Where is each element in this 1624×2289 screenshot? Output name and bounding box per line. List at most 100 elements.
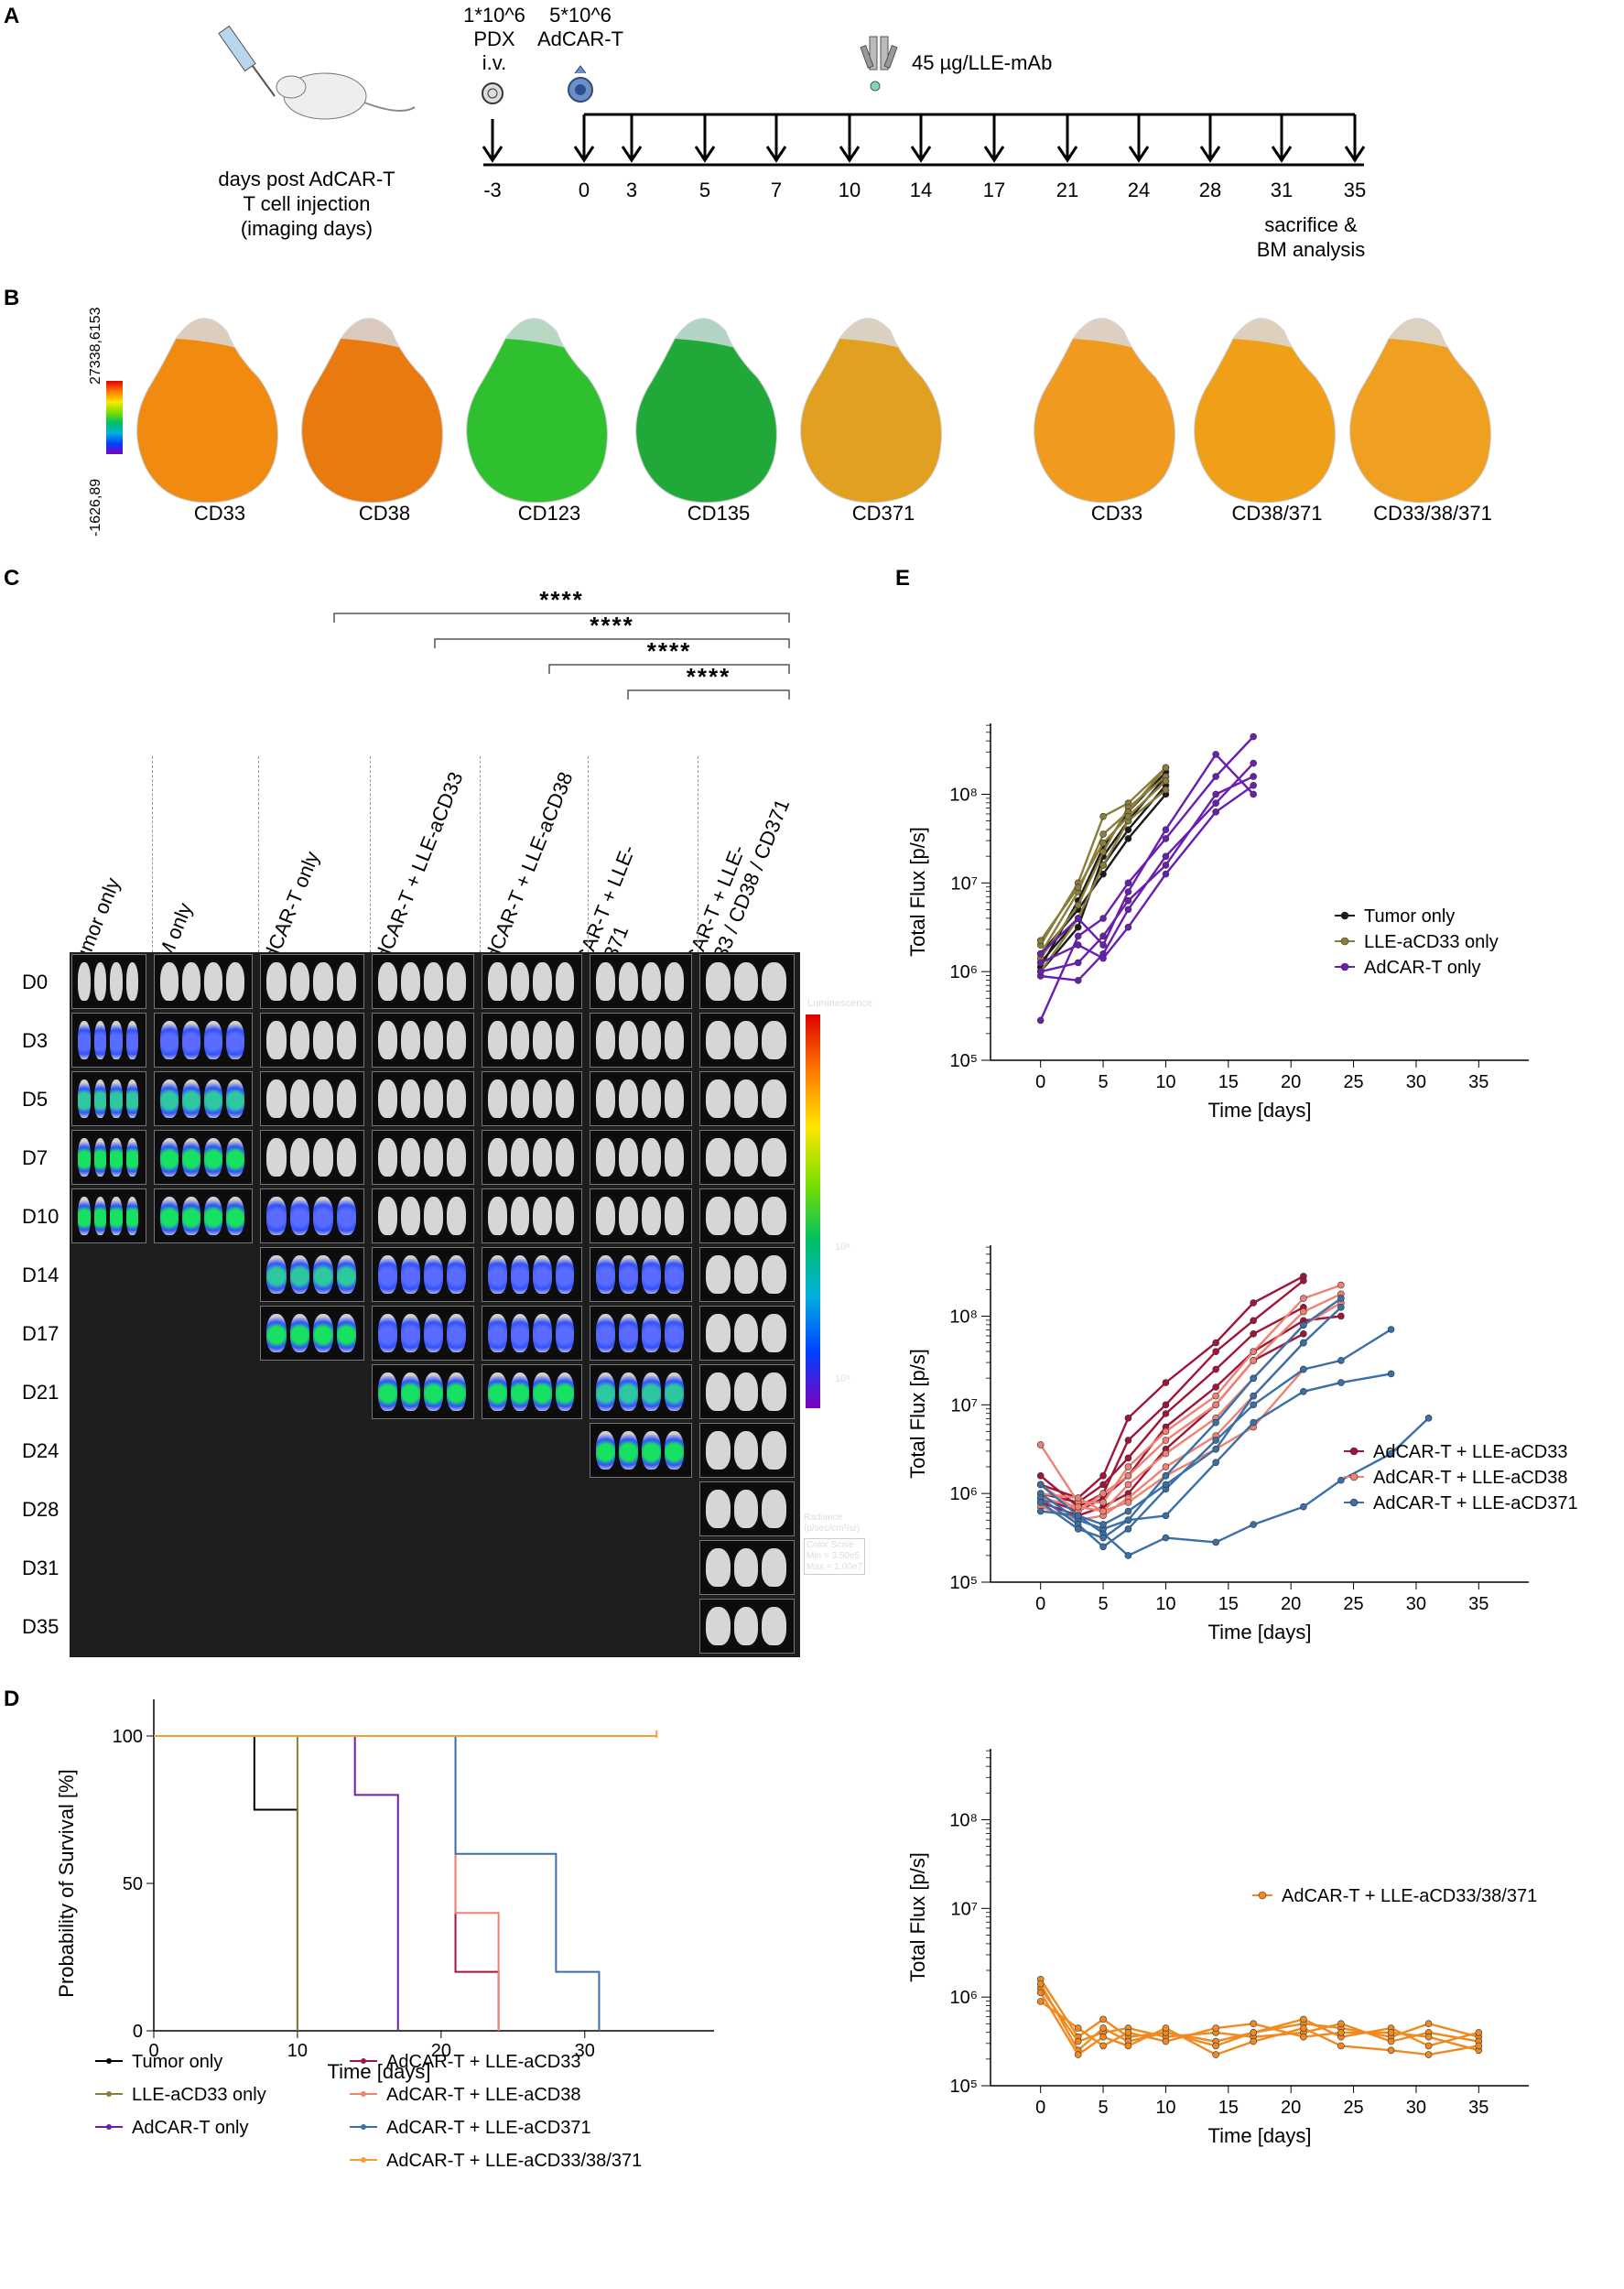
x-tick-label: 0	[1035, 2098, 1045, 2118]
panel-label-e: E	[895, 566, 911, 591]
flux-point	[1099, 1507, 1107, 1515]
arrow-head	[983, 146, 1005, 163]
survival-curve	[154, 1735, 601, 2031]
flux-point	[1124, 1415, 1132, 1422]
flux-point	[1124, 1525, 1132, 1533]
flux-point	[1124, 896, 1132, 905]
mouse-image	[313, 1021, 333, 1059]
mouse-image	[533, 1314, 552, 1352]
mouse-image	[336, 1197, 356, 1235]
timeline-day-label: 5	[699, 179, 710, 201]
legend-marker	[1340, 911, 1349, 920]
mouse-image	[733, 1431, 759, 1470]
mouse-image	[596, 1255, 615, 1294]
mouse-image	[93, 1021, 106, 1059]
flux-point	[1099, 2015, 1107, 2023]
flux-point	[1036, 937, 1045, 945]
flux-point	[1036, 968, 1045, 975]
mouse-image	[401, 1138, 420, 1177]
mouse-image	[336, 1079, 356, 1118]
arrow-head	[1199, 146, 1221, 163]
mouse-image	[266, 1197, 287, 1235]
mouse-image	[378, 1079, 397, 1118]
mouse-image	[642, 1372, 661, 1411]
mouse-image	[488, 1372, 507, 1411]
timeline-day-label: 35	[1344, 179, 1366, 201]
mouse-image	[762, 1372, 786, 1411]
y-tick-label: 100	[113, 1727, 143, 1747]
flux-point	[1162, 1449, 1170, 1458]
y-tick-label: 10⁶	[950, 1988, 978, 2008]
imaging-cell	[590, 1130, 692, 1185]
x-tick-label: 5	[1099, 1594, 1109, 1614]
y-tick-label: 10⁷	[951, 1899, 978, 1919]
flux-point	[1250, 759, 1257, 767]
flux-point	[1099, 932, 1107, 940]
flux-point	[1424, 2042, 1433, 2050]
luminescence-colorbar	[806, 1014, 820, 1408]
imaging-day-label: D31	[22, 1557, 60, 1579]
x-tick-label: 30	[1406, 1594, 1426, 1614]
legend-label: LLE-aCD33 only	[1364, 932, 1499, 952]
flux-point	[1124, 888, 1132, 895]
sacrifice-note: sacrifice & BM analysis	[1256, 213, 1366, 261]
flux-point	[1099, 2033, 1107, 2041]
mouse-image	[424, 1079, 443, 1118]
x-axis-title: Time [days]	[1208, 1099, 1312, 1122]
flux-point	[1387, 1370, 1395, 1378]
mouse-image	[762, 1021, 786, 1059]
flux-point	[1300, 2015, 1307, 2023]
group-divider	[152, 756, 153, 952]
x-axis-title: Time [days]	[1208, 1621, 1312, 1644]
umap-marker-label: CD38/371	[1231, 502, 1323, 525]
mouse-image	[447, 1079, 466, 1118]
flux-point	[1162, 764, 1170, 772]
imaging-cell	[699, 954, 795, 1009]
flux-point	[1124, 812, 1132, 820]
bioluminescence-grid	[70, 952, 800, 1657]
flux-point	[1099, 1471, 1107, 1480]
mouse-image	[619, 962, 638, 1001]
mouse-image	[182, 1021, 200, 1059]
mouse-image	[378, 1255, 397, 1294]
legend-label: AdCAR-T only	[1364, 958, 1480, 978]
mouse-image	[706, 1548, 731, 1587]
flux-chart-controls: 0 5 10 15 20 25 30 35 10⁵ 10⁶ 10⁷ 10⁸ Time [days] Tot…	[906, 723, 1529, 1122]
flux-point	[1300, 2024, 1307, 2032]
mouse-image	[447, 1372, 466, 1411]
mouse-image	[488, 962, 507, 1001]
legend-label: AdCAR-T + LLE-aCD371	[386, 2118, 591, 2138]
mouse-image	[378, 1138, 397, 1177]
flux-point	[1212, 2051, 1219, 2058]
x-tick-label: 20	[1281, 2098, 1301, 2118]
x-tick-label: 0	[1035, 1594, 1045, 1614]
imaging-cell	[372, 954, 474, 1009]
flux-point	[1250, 2037, 1257, 2045]
mouse-image	[733, 1079, 759, 1118]
mouse-image	[733, 1255, 759, 1294]
flux-line	[1040, 1328, 1392, 1548]
mouse-image	[533, 962, 552, 1001]
mouse-image	[378, 1197, 397, 1235]
imaging-day-label: D0	[22, 971, 49, 993]
significance-stars: ****	[646, 637, 692, 665]
flux-point	[1212, 2042, 1219, 2050]
legend-marker	[361, 2058, 366, 2064]
car-t-cell-icon	[568, 65, 593, 103]
mouse-image	[424, 1138, 443, 1177]
colorbar-title: Luminescence	[807, 998, 872, 1009]
flux-point	[1099, 812, 1107, 820]
mouse-image	[447, 1255, 466, 1294]
flux-point	[1124, 1471, 1132, 1480]
mouse-image	[762, 1548, 786, 1587]
color-scale-box: Color Scale Min = 3.50e5 Max = 1.00e7	[804, 1538, 865, 1575]
mouse-image	[125, 1197, 138, 1235]
x-tick-label: 15	[1218, 1594, 1239, 1614]
flux-line	[1040, 1372, 1391, 1531]
flux-point	[1250, 1330, 1257, 1338]
flux-point	[1212, 1445, 1219, 1453]
panel-b-umaps: 27338,6153 -1626,89 CD33 CD38 CD123 CD135 CD…	[0, 275, 1624, 540]
significance-stars: ****	[539, 586, 584, 613]
flux-point	[1162, 1410, 1170, 1417]
x-tick-label: 25	[1343, 2098, 1363, 2118]
